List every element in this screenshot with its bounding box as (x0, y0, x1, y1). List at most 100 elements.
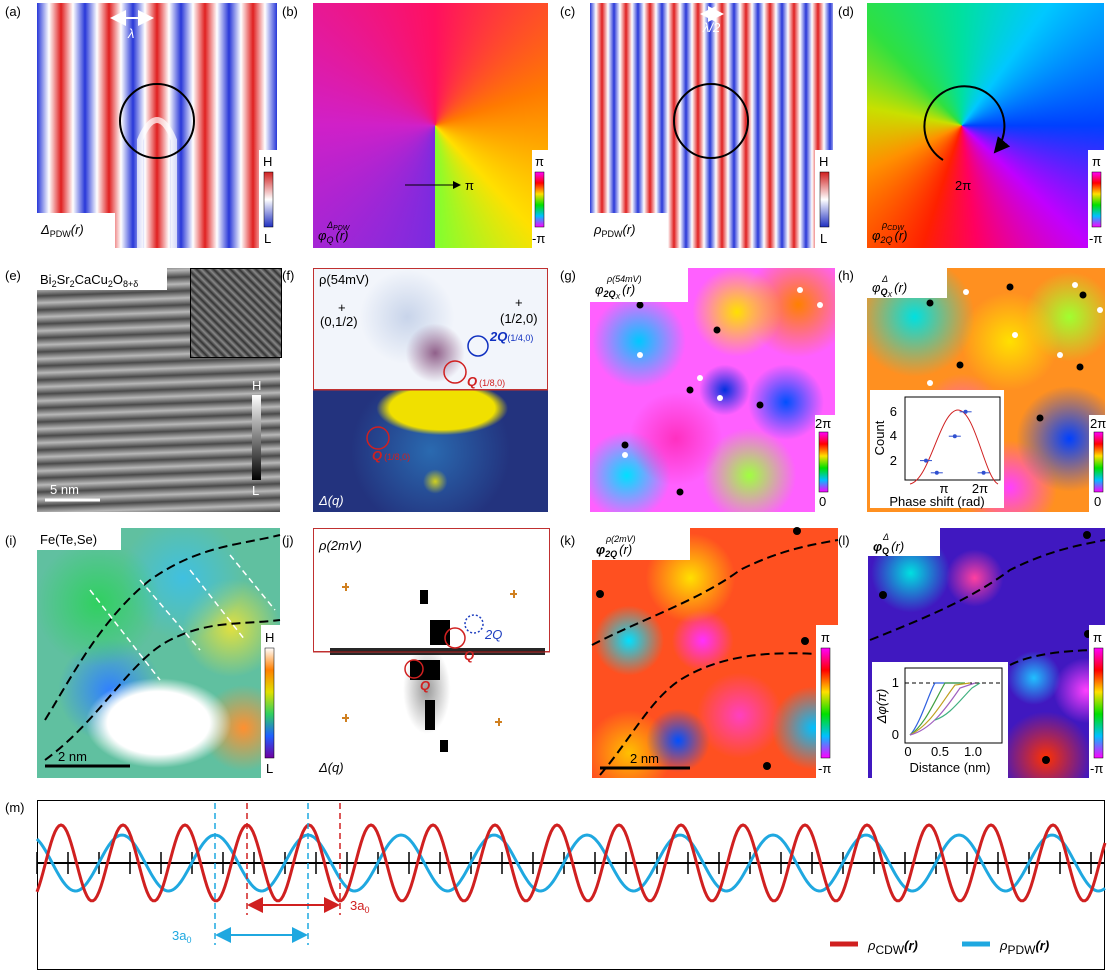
panel-label: (m) (5, 800, 25, 815)
panel-title: φQ (r) (318, 228, 349, 245)
peak-label: Q (1/8,0) (372, 448, 410, 463)
panel-title-sup: ρ(54mV) (606, 274, 642, 284)
peak-label: Q (464, 648, 474, 663)
panel-title: φ2Q (r) (872, 228, 908, 245)
colorbar (263, 171, 274, 228)
panel-title: ρPDW(r) (593, 222, 635, 239)
vortices (596, 527, 834, 772)
panel-title-sup: ρCDW (881, 220, 905, 232)
point (934, 470, 939, 475)
cbar-label: π (1093, 630, 1102, 645)
colorbar (1091, 171, 1102, 228)
inset-xtick: 0 (904, 744, 911, 759)
cbar-label: 0 (819, 494, 826, 509)
colorbar (264, 647, 275, 759)
cbar-label: π (821, 630, 830, 645)
dislocation (137, 117, 177, 250)
vortices (926, 282, 1103, 422)
inset-ytick: 2 (890, 453, 897, 468)
panel-label: (d) (838, 4, 854, 19)
inset-ytick: 1 (892, 675, 899, 690)
peak-circle (404, 659, 424, 679)
inset-xtick: 2π (972, 481, 988, 496)
inset-xlabel: Phase shift (rad) (889, 494, 984, 509)
cbar-label: π (535, 154, 544, 169)
inset (872, 662, 1008, 778)
cbar-label: H (252, 378, 261, 393)
cbar-label: L (266, 761, 273, 776)
inset-xtick: π (940, 481, 949, 496)
vortices (621, 287, 823, 496)
title-box (867, 268, 947, 298)
peak-circle (444, 627, 466, 649)
peak-circle (467, 335, 489, 357)
domain-wall (599, 652, 831, 776)
panel-title-sup: Δ (882, 532, 889, 542)
panel-title: φ2Q (r) (596, 542, 632, 559)
period-guides (214, 803, 341, 945)
panel-label: (f) (282, 268, 294, 283)
inset-ytick: 4 (890, 428, 897, 443)
panel-title: φQ (r) (873, 539, 904, 556)
panel-label: (i) (5, 533, 17, 548)
cdw-stripes (590, 3, 833, 248)
scale-label: 2 nm (630, 751, 659, 766)
cbar-label: -π (818, 761, 831, 776)
panel-title: ρ(54mV) (319, 272, 369, 287)
cbar-label: 2π (815, 416, 831, 431)
point (924, 458, 928, 463)
cbar-label: -π (1090, 761, 1103, 776)
bragg-label: (0,1/2) (320, 314, 358, 329)
inset-points (920, 409, 990, 475)
domain-wall (44, 534, 281, 721)
cbar-label: π (1092, 154, 1101, 169)
pdw-stripes (37, 3, 277, 248)
material: Bi2Sr2CaCu2O8+δ (40, 272, 138, 289)
winding-arrow (923, 85, 1011, 161)
panel-label: (l) (838, 533, 850, 548)
waves (35, 823, 1107, 903)
wavelength: λ/2 (702, 20, 721, 35)
colorbar (534, 171, 545, 228)
domain-wall (44, 619, 281, 761)
conductance-map (37, 528, 280, 778)
panel-label: (a) (5, 4, 21, 19)
panel-label: (j) (282, 533, 294, 548)
inset-ytick: 6 (890, 404, 897, 419)
inset-axes (904, 667, 1003, 744)
panel-title: φ2QX(r) (595, 282, 635, 301)
fft-bottom (313, 390, 548, 512)
cbar-label: -π (1089, 231, 1102, 246)
colorbar (819, 171, 830, 228)
fft-top (313, 268, 548, 390)
peak-label: 2Q (484, 627, 502, 642)
domain-wall (1009, 649, 1106, 666)
point (952, 434, 957, 439)
colorbar (820, 647, 831, 759)
scale-label: 2 nm (58, 749, 87, 764)
inset-axes (904, 396, 1001, 481)
fit-curve (909, 409, 999, 485)
inset-xtick: 0.5 (931, 744, 949, 759)
colorbar (1093, 431, 1104, 493)
loop (673, 83, 749, 159)
material: Fe(Te,Se) (40, 532, 97, 547)
wavelength: λ (127, 26, 134, 41)
panel-title-sup: Δ (881, 274, 888, 284)
inset-curves (909, 682, 981, 736)
peak-label: Q (420, 678, 430, 693)
panel-title: ρ(2mV) (318, 538, 362, 553)
inset-ytick: 0 (892, 727, 899, 742)
period-label: 3a0 (350, 898, 369, 915)
peak-label: Q (1/8,0) (467, 374, 505, 389)
m-box (37, 800, 1105, 970)
colorbar (1093, 647, 1104, 759)
peak-circle (464, 614, 484, 634)
cbar-label: L (252, 483, 259, 498)
cbar-label: H (265, 630, 274, 645)
panel-label: (b) (282, 4, 298, 19)
topograph-inset (190, 268, 282, 358)
panel-title: Δ(q) (318, 760, 344, 775)
inset-ylabel: Δφ(π) (874, 689, 889, 725)
